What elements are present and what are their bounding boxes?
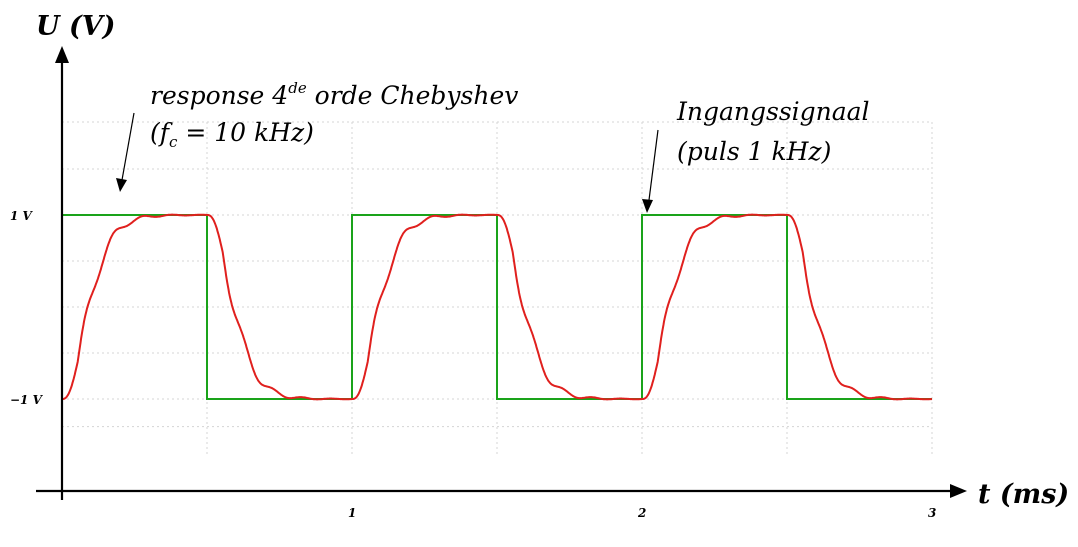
annotation-input-arrowhead (642, 199, 653, 213)
y-tick-label: 1 V (10, 209, 34, 223)
annotation-response-arrowhead (116, 178, 127, 192)
series-response (62, 213, 933, 401)
x-tick-label: 1 (348, 506, 356, 520)
annotation-response-line2: (fc = 10 kHz) (150, 118, 314, 151)
y-axis-arrowhead (55, 46, 69, 63)
x-axis-title: t (ms) (978, 479, 1069, 510)
x-tick-label: 3 (928, 506, 936, 520)
annotation-input-line1: Ingangssignaal (676, 97, 870, 126)
response-curve (62, 213, 933, 401)
annotation-input-pointer (648, 129, 659, 201)
annotation-input-line2: (puls 1 kHz) (677, 137, 831, 166)
x-tick-label: 2 (637, 506, 646, 520)
y-axis-title: U (V) (36, 11, 115, 42)
y-tick-label: −1 V (10, 393, 44, 407)
tick-labels: 1 2 3 1 V −1 V (10, 209, 936, 520)
axes (36, 46, 967, 500)
annotation-response-pointer (121, 112, 135, 181)
x-axis-arrowhead (950, 484, 967, 498)
annotation-response-line1: response 4de orde Chebyshev (150, 79, 518, 110)
